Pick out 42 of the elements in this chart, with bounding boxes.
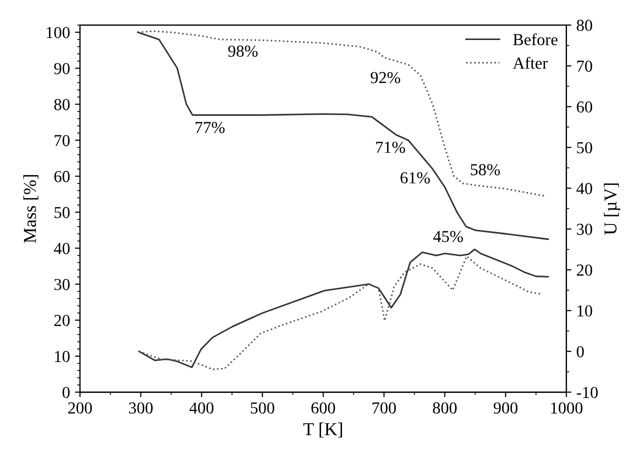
x-tick-label: 200 xyxy=(68,402,92,414)
y2-tick-label: 70 xyxy=(577,60,592,72)
x-tick-label: 300 xyxy=(129,402,153,414)
y2-axis-title: U [µV] xyxy=(604,183,620,235)
annotation: 92% xyxy=(370,72,400,84)
y-tick-label: 100 xyxy=(46,26,70,38)
y-tick-label: 30 xyxy=(54,278,70,290)
y-tick-label: 10 xyxy=(55,350,70,362)
x-tick-label: 400 xyxy=(189,402,214,414)
y-tick-label: 90 xyxy=(54,62,70,74)
x-tick-label: 700 xyxy=(372,402,396,414)
y2-tick-label: 50 xyxy=(577,142,592,154)
y-axis-title: Mass [%] xyxy=(23,175,38,243)
y2-tick-label: 0 xyxy=(576,346,584,358)
x-tick-label: 500 xyxy=(250,402,274,414)
x-tick-label: 600 xyxy=(311,402,336,414)
y2-tick-label: -10 xyxy=(576,386,598,398)
annotation: 71% xyxy=(376,142,406,154)
annotation: 58% xyxy=(470,164,500,176)
y2-tick-label: 30 xyxy=(576,224,592,235)
y-tick-label: 40 xyxy=(54,242,70,254)
y2-tick-label: 20 xyxy=(576,264,592,276)
annotation: 77% xyxy=(196,122,225,134)
x-tick-label: 800 xyxy=(432,402,457,414)
x-axis-title: T [K] xyxy=(303,422,342,438)
annotation: 61% xyxy=(400,172,430,184)
y-tick-label: 50 xyxy=(54,206,70,218)
y-tick-label: 0 xyxy=(62,386,70,398)
y-tick-label: 80 xyxy=(54,98,70,110)
y2-tick-label: 80 xyxy=(576,20,592,32)
y-tick-label: 20 xyxy=(54,314,70,326)
y2-tick-label: 10 xyxy=(578,305,592,317)
y-tick-label: 70 xyxy=(54,134,70,146)
x-tick-label: 900 xyxy=(494,402,518,414)
x-tick-label: 1000 xyxy=(551,402,582,414)
y2-tick-label: 60 xyxy=(576,101,592,113)
y2-tick-label: 40 xyxy=(576,182,592,194)
legend-label: Before xyxy=(513,33,558,46)
y-tick-label: 60 xyxy=(54,170,70,182)
annotation: 98% xyxy=(228,46,258,57)
legend-label: After xyxy=(512,56,548,69)
annotation: 45% xyxy=(433,230,463,242)
